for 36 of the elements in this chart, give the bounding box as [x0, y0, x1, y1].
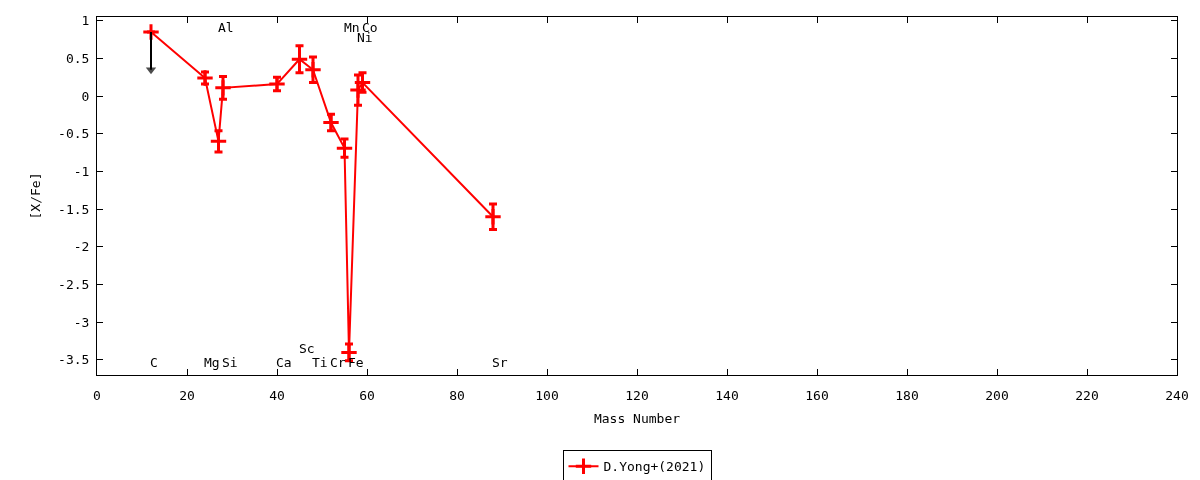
annotation: C [150, 355, 158, 370]
x-tick-label: 60 [359, 387, 375, 403]
y-axis-title: [X/Fe] [28, 172, 44, 220]
x-tick-label: 140 [715, 387, 739, 403]
x-tick-label: 160 [805, 387, 829, 403]
y-tick-label: -1 [73, 164, 90, 180]
x-tick-label: 80 [449, 387, 465, 403]
x-tick-label: 100 [535, 387, 559, 403]
legend-label: D.Yong+(2021) [603, 459, 706, 475]
x-tick-label: 200 [985, 387, 1009, 403]
annotation: Si [222, 355, 238, 370]
annotation: Fe [348, 355, 364, 370]
annotation: Sr [492, 355, 508, 370]
y-tick-label: -3.5 [58, 352, 90, 368]
y-tick-label: -3 [73, 314, 90, 330]
x-axis-title: Mass Number [593, 411, 681, 427]
y-tick-label: -1.5 [58, 201, 90, 217]
y-tick-label: -0.5 [58, 126, 90, 142]
annotation: Mg [204, 355, 220, 370]
annotation: Ti [312, 355, 328, 370]
x-tick-label: 240 [1165, 387, 1189, 403]
x-tick-label: 20 [179, 387, 195, 403]
annotation: Cr [330, 355, 346, 370]
y-tick-label: -2 [73, 239, 90, 255]
y-tick-label: -2.5 [58, 277, 90, 293]
y-tick-label: 0.5 [65, 51, 90, 66]
x-tick-label: 220 [1075, 387, 1099, 403]
annotation: Ca [276, 355, 292, 370]
x-tick-label: 120 [625, 387, 649, 403]
x-tick-label: 0 [93, 387, 101, 403]
x-tick-label: 40 [269, 387, 285, 403]
x-tick-label: 180 [895, 387, 919, 403]
y-tick-label: 1 [81, 13, 90, 29]
annotation: Sc [299, 341, 315, 356]
y-tick-label: 0 [81, 88, 90, 104]
annotation: Al [218, 20, 234, 35]
